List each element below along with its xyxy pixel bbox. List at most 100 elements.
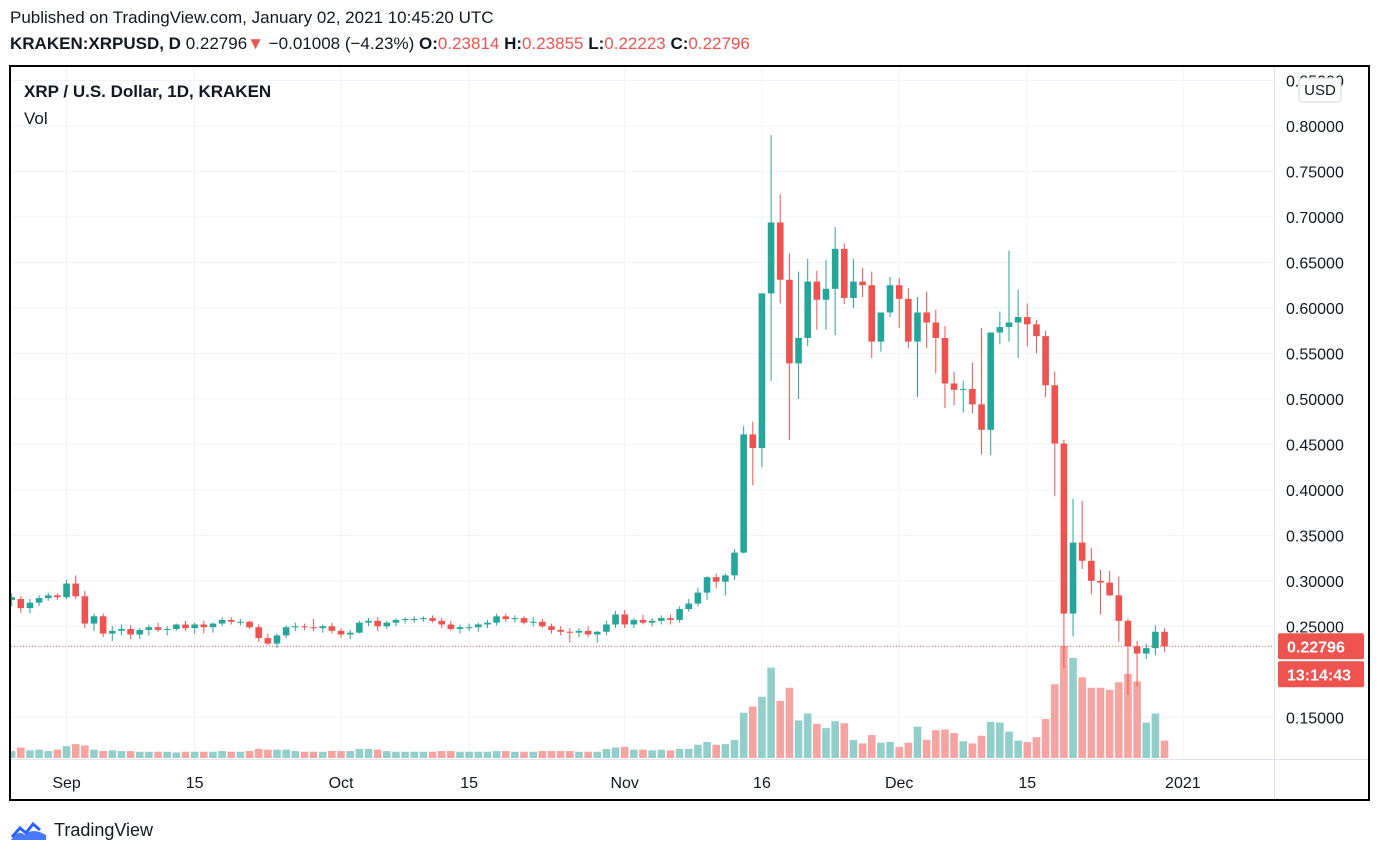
volume-bar [511,751,519,758]
volume-bar [602,748,611,758]
x-tick-label: Oct [329,775,354,792]
y-tick-label: 0.75000 [1286,165,1344,182]
volume-bar [1160,740,1169,758]
volume-bar [794,720,803,758]
volume-bar [657,749,666,758]
volume-bar [154,751,162,758]
volume-bar [108,750,117,758]
high-label: H: [504,34,523,53]
y-tick-label: 0.40000 [1286,483,1344,500]
candle-body [877,312,885,342]
volume-bar [1032,737,1041,758]
down-arrow-icon: ▼ [247,34,264,53]
candle-body [529,621,537,623]
volume-bar [1142,722,1151,758]
candle-body [1033,324,1040,337]
candle-body [456,627,464,630]
candle-body [136,629,144,635]
y-tick-label: 0.15000 [1286,710,1344,727]
volume-bar [666,750,675,758]
volume-bar [840,723,849,758]
y-tick-label: 0.55000 [1286,346,1344,363]
candle-body [17,599,25,609]
volume-bar [337,751,345,758]
candle-body [740,434,747,553]
close-label: C: [670,34,689,53]
candle-body [273,635,281,644]
volume-bar [135,751,144,758]
volume-bar [1151,713,1160,758]
y-tick-label: 0.80000 [1286,119,1344,136]
candle-body [941,337,949,384]
candle-body [328,626,336,631]
candle-body [420,618,427,620]
volume-bar [895,746,903,758]
x-tick-label: Nov [610,775,638,792]
candle-body [154,627,162,630]
volume-bar [913,726,922,758]
volume-bar [126,751,135,758]
candle-body [237,621,244,623]
price-chart[interactable]: 0.850000.800000.750000.700000.650000.600… [11,67,1368,799]
volume-bar [977,735,986,758]
volume-bar [227,751,236,758]
countdown-tag [1278,661,1364,688]
volume-bar [886,742,894,758]
volume-bar [264,749,272,758]
close-value: 0.22796 [688,34,750,53]
volume-bar [813,723,821,758]
volume-bar [90,749,98,758]
volume-bar [593,751,602,758]
candle-body [566,631,574,633]
volume-bar [1023,742,1032,758]
candle-body [54,595,61,598]
candle-body [109,630,116,634]
volume-bar [996,722,1004,758]
candle-body [475,624,482,628]
volume-bar [501,751,510,758]
x-tick-label: Dec [885,775,913,792]
published-caption: Published on TradingView.com, January 02… [10,8,494,27]
candle-body [1051,385,1059,444]
volume-bar [941,729,949,758]
candle-body [630,619,638,625]
candle-body [1097,580,1104,583]
volume-bar [849,739,858,758]
last-price-tag-label: 0.22796 [1287,639,1345,656]
volume-bar [145,751,153,758]
price-change: −0.01008 (−4.23%) [268,34,415,53]
candle-body [35,598,43,603]
candle-body [859,281,866,286]
candle-body [603,624,610,632]
volume-bar [1005,731,1013,758]
volume-bar [1014,740,1022,758]
countdown-label: 13:14:43 [1287,667,1351,684]
candle-body [173,624,180,630]
candle-body [712,577,720,582]
y-tick-label: 0.45000 [1286,437,1344,454]
candle-body [374,620,381,627]
candle-body [886,285,894,313]
candle-body [1106,582,1113,596]
volume-bar [99,751,107,758]
candle-body [703,577,711,593]
candle-body [356,622,363,633]
candle-body [182,624,189,629]
volume-bar [35,749,43,758]
chart-frame[interactable]: 0.850000.800000.750000.700000.650000.600… [9,65,1370,801]
volume-bar [181,751,190,758]
candle-body [539,621,546,627]
volume-bar [245,751,254,758]
volume-bar [1105,689,1114,758]
volume-bar [392,751,400,758]
volume-bar [44,751,53,758]
candle-body [264,638,272,644]
volume-bar [373,749,382,758]
volume-bar [776,700,785,758]
candle-body [255,627,262,639]
currency-badge [1298,77,1342,103]
candle-body [978,404,985,430]
volume-bar [17,747,25,758]
candle-body [81,596,89,624]
volume-bar [428,751,437,758]
